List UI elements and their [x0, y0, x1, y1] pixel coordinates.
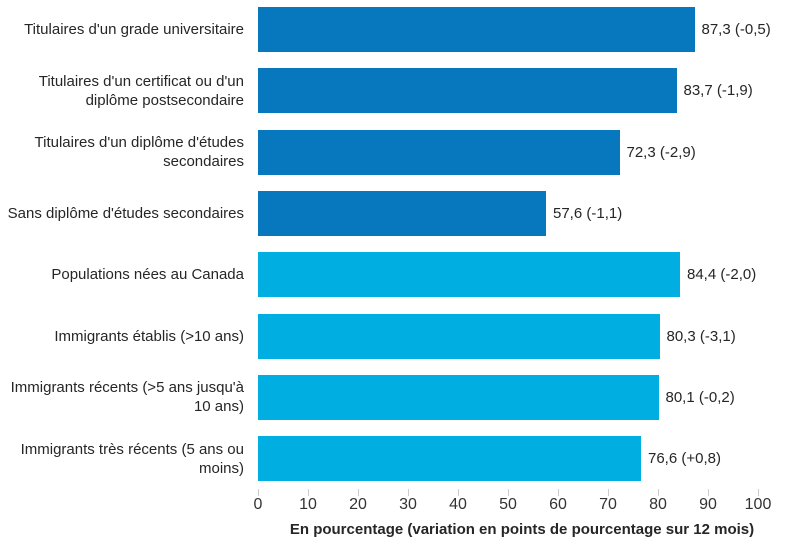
- bar-row: Titulaires d'un certificat ou d'un diplô…: [0, 68, 800, 114]
- value-label: 57,6 (-1,1): [553, 204, 623, 222]
- x-axis-tick-label: 80: [649, 496, 667, 513]
- x-axis-title: En pourcentage (variation en points de p…: [289, 521, 755, 538]
- x-axis-tick-mark: [308, 489, 309, 496]
- x-axis-tick-mark: [658, 489, 659, 496]
- category-label: Titulaires d'un certificat ou d'un diplô…: [38, 72, 244, 109]
- x-axis-tick-mark: [258, 489, 259, 496]
- x-axis-tick-label: 30: [399, 496, 417, 513]
- bar: [258, 129, 620, 175]
- bar-row: Populations nées au Canada 84,4 (-2,0): [0, 252, 800, 298]
- x-axis-tick-mark: [608, 489, 609, 496]
- x-axis-tick-label: 40: [449, 496, 467, 513]
- value-label: 80,3 (-3,1): [666, 327, 736, 345]
- x-axis-tick-mark: [558, 489, 559, 496]
- value-label: 87,3 (-0,5): [701, 21, 771, 38]
- category-label: Populations nées au Canada: [51, 266, 244, 284]
- bar: [258, 68, 677, 114]
- value-label: 83,7 (-1,9): [683, 82, 753, 100]
- x-axis-tick-mark: [358, 489, 359, 496]
- x-axis-tick-mark: [458, 489, 459, 496]
- category-label: Titulaires d'un grade universitaire: [24, 21, 244, 38]
- x-axis-tick-mark: [508, 489, 509, 496]
- category-label: Sans diplôme d'études secondaires: [7, 204, 244, 222]
- category-label: Immigrants très récents (5 ans ou moins): [20, 440, 244, 477]
- bar-row: Titulaires d'un diplôme d'études seconda…: [0, 129, 800, 175]
- bar: [258, 252, 680, 298]
- category-label: Titulaires d'un diplôme d'études seconda…: [34, 134, 244, 171]
- bar-row: Titulaires d'un grade universitaire 87,3 …: [0, 7, 800, 52]
- bar: [258, 190, 546, 236]
- category-label: Immigrants établis (>10 ans): [54, 327, 244, 345]
- bar-row: Immigrants récents (>5 ans jusqu'à 10 an…: [0, 374, 800, 420]
- value-label: 84,4 (-2,0): [687, 266, 757, 284]
- x-axis-tick-label: 100: [744, 496, 772, 513]
- x-axis-tick-mark: [708, 489, 709, 496]
- value-label: 76,6 (+0,8): [648, 450, 721, 468]
- bar-row: Immigrants très récents (5 ans ou moins)…: [0, 436, 800, 482]
- x-axis-tick-label: 70: [599, 496, 617, 513]
- x-axis-tick-label: 60: [549, 496, 567, 513]
- bar-row: Sans diplôme d'études secondaires 57,6 (-…: [0, 190, 800, 236]
- bar: [258, 436, 641, 482]
- x-axis-tick-label: 90: [699, 496, 717, 513]
- x-axis-tick-label: 0: [253, 496, 263, 513]
- x-axis-tick-label: 10: [299, 496, 317, 513]
- x-axis-tick-label: 50: [499, 496, 517, 513]
- x-axis-tick-label: 20: [349, 496, 367, 513]
- value-label: 72,3 (-2,9): [626, 143, 696, 161]
- bar: [258, 7, 695, 52]
- bar: [258, 313, 660, 359]
- x-axis-tick-mark: [758, 489, 759, 496]
- category-label: Immigrants récents (>5 ans jusqu'à 10 an…: [10, 379, 244, 416]
- bar-row: Immigrants établis (>10 ans) 80,3 (-3,1): [0, 313, 800, 359]
- x-axis-tick-mark: [408, 489, 409, 496]
- value-label: 80,1 (-0,2): [665, 388, 735, 406]
- bar: [258, 374, 659, 420]
